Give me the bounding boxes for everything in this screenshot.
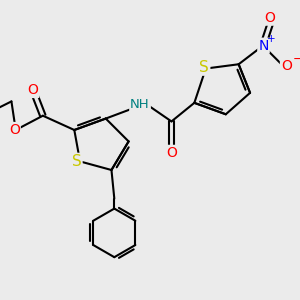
Text: S: S [72, 154, 82, 169]
Text: S: S [200, 60, 209, 75]
Text: O: O [166, 146, 177, 160]
Text: O: O [265, 11, 275, 25]
Text: O: O [281, 59, 292, 73]
Text: N: N [258, 39, 269, 53]
Text: O: O [27, 83, 38, 97]
Text: −: − [292, 53, 300, 66]
Text: +: + [267, 34, 275, 44]
Text: O: O [9, 123, 20, 137]
Text: NH: NH [130, 98, 150, 111]
